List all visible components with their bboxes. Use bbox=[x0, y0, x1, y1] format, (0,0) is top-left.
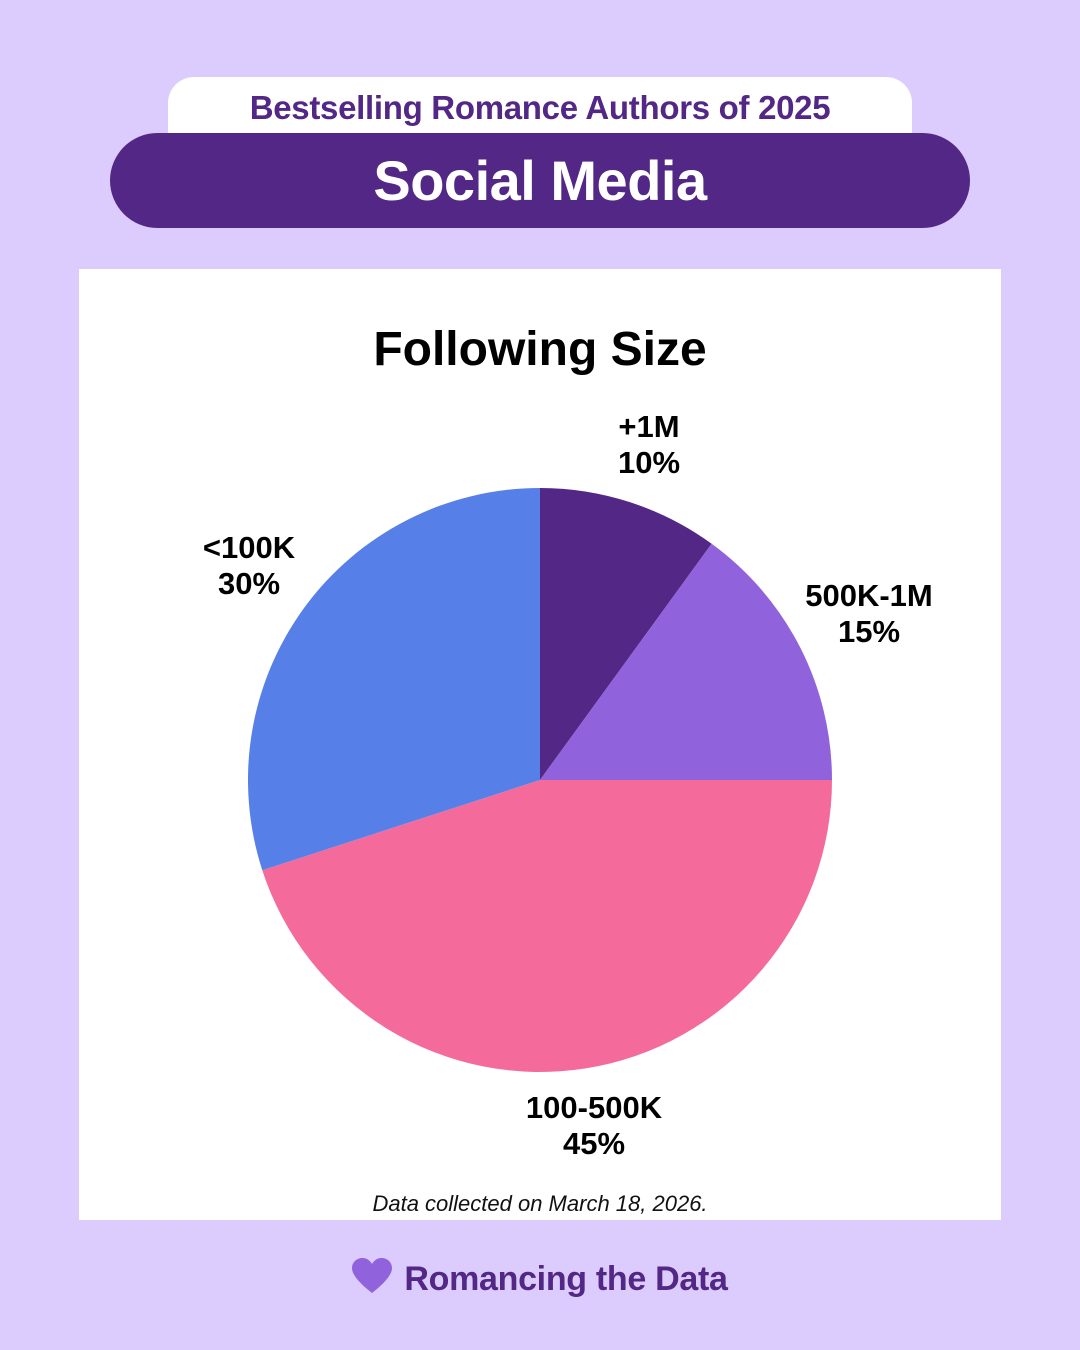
page-title: Social Media bbox=[373, 149, 707, 212]
brand-name: Romancing the Data bbox=[404, 1260, 728, 1298]
pie-slices bbox=[247, 488, 832, 1073]
pie-slice bbox=[540, 488, 712, 780]
slice-value-label: 45% bbox=[563, 1126, 625, 1161]
slice-label: 100-500K bbox=[526, 1090, 663, 1125]
pie-slice bbox=[247, 488, 540, 871]
chart-card: Following Size +1M 10% 500K-1M 15% 100-500K 4… bbox=[79, 269, 1001, 1220]
subtitle: Bestselling Romance Authors of 2025 bbox=[249, 89, 831, 126]
title-banner: Social Media bbox=[110, 133, 970, 228]
pie-slice bbox=[540, 543, 832, 780]
slice-label: <100K bbox=[203, 530, 296, 565]
data-note: Data collected on March 18, 2026. bbox=[372, 1191, 708, 1216]
slice-label: +1M bbox=[618, 409, 679, 444]
slice-value-label: 15% bbox=[838, 614, 900, 649]
pie-slice bbox=[262, 780, 832, 1073]
slice-value-label: 10% bbox=[618, 445, 680, 480]
chart-title: Following Size bbox=[373, 323, 706, 376]
slice-value-label: 30% bbox=[218, 566, 280, 601]
slice-label: 500K-1M bbox=[805, 578, 933, 613]
footer-brand: Romancing the Data bbox=[0, 1258, 1080, 1299]
heart-icon bbox=[352, 1258, 393, 1293]
